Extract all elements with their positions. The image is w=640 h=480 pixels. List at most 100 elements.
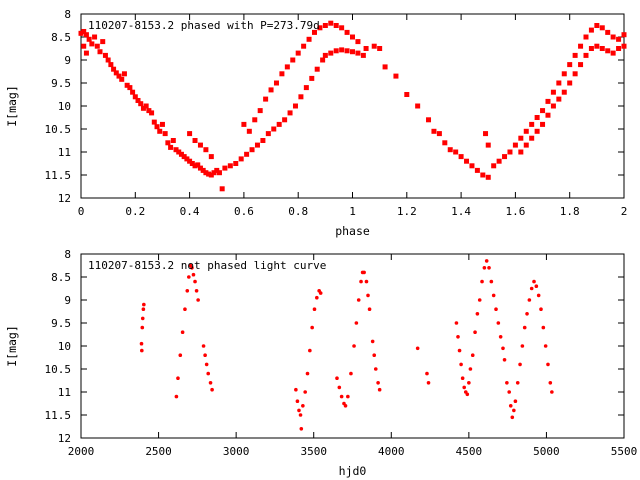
data-point: [525, 312, 529, 316]
data-point: [328, 20, 334, 26]
data-point: [113, 70, 119, 76]
data-point: [468, 367, 473, 371]
data-point: [594, 23, 600, 28]
data-point: [83, 50, 89, 56]
data-point: [482, 266, 487, 270]
data-point: [238, 156, 244, 162]
data-point: [311, 29, 317, 35]
data-point: [185, 289, 190, 293]
data-point: [168, 144, 174, 150]
data-point: [295, 399, 300, 404]
x-tick-label: 3500: [300, 445, 327, 458]
data-point: [303, 390, 307, 394]
data-point: [187, 275, 191, 279]
data-point: [508, 404, 513, 408]
data-point: [545, 98, 551, 104]
data-point: [529, 135, 535, 141]
data-point: [610, 34, 616, 40]
data-point: [605, 48, 611, 54]
data-point: [483, 131, 489, 137]
data-point: [485, 142, 491, 148]
data-point: [173, 147, 179, 153]
data-point: [333, 48, 339, 54]
data-point: [616, 36, 622, 42]
data-point: [130, 89, 136, 95]
data-point: [540, 108, 546, 114]
data-point: [273, 80, 279, 86]
data-point: [154, 124, 160, 130]
data-point: [550, 390, 554, 394]
data-point: [201, 344, 206, 348]
data-point: [350, 49, 355, 55]
data-point: [200, 167, 206, 173]
data-point: [373, 367, 378, 371]
data-point: [498, 335, 503, 339]
data-point: [426, 117, 432, 123]
data-point: [254, 142, 260, 148]
x-tick-label: 4500: [456, 445, 483, 458]
data-point: [310, 325, 314, 330]
data-point: [350, 34, 355, 40]
data-point: [290, 57, 296, 63]
data-point: [141, 307, 146, 312]
data-point: [550, 89, 556, 95]
data-point: [578, 62, 584, 68]
data-point: [362, 270, 366, 275]
data-point: [206, 371, 211, 376]
data-point: [320, 57, 326, 63]
unphased-light-curve-panel: 2000 2500 3000 3500 4000 4500 5000 5500 8 8.5 9 9.5…: [5, 248, 637, 478]
data-point: [548, 381, 553, 385]
data-point: [578, 43, 584, 49]
data-point: [227, 163, 233, 169]
data-point: [135, 97, 141, 103]
data-point: [583, 52, 589, 58]
data-point: [192, 138, 198, 143]
data-point: [545, 112, 551, 118]
data-point: [159, 121, 165, 127]
data-point: [257, 108, 263, 114]
data-point: [335, 376, 339, 381]
data-point: [371, 43, 377, 49]
data-point: [458, 154, 464, 160]
data-point: [534, 115, 540, 120]
data-point: [287, 110, 293, 116]
data-point: [456, 335, 460, 339]
data-point: [208, 381, 213, 385]
y-tick-label: 12: [58, 432, 71, 445]
data-point: [195, 162, 201, 168]
data-point: [393, 73, 399, 79]
data-point: [459, 362, 463, 367]
data-point: [359, 279, 363, 284]
data-point: [138, 101, 144, 107]
data-point: [360, 52, 366, 58]
data-point: [146, 108, 152, 114]
data-point: [372, 353, 377, 358]
data-point: [178, 151, 184, 157]
data-point: [192, 163, 198, 169]
data-point: [337, 385, 342, 390]
data-point: [518, 149, 524, 155]
data-point: [149, 110, 155, 116]
data-point: [249, 147, 255, 153]
data-point: [356, 298, 361, 302]
data-point: [474, 167, 480, 173]
data-point: [157, 128, 163, 134]
y-tick-label: 12: [58, 192, 71, 205]
x-tick-label: 5500: [611, 445, 638, 458]
data-point: [377, 46, 383, 51]
data-point: [489, 279, 494, 284]
data-point: [485, 174, 491, 180]
data-point: [86, 36, 92, 42]
data-point: [119, 76, 125, 82]
data-point: [572, 71, 578, 77]
x-axis-label: hjd0: [339, 464, 367, 478]
data-point: [92, 34, 98, 40]
x-tick-label: 1.6: [505, 205, 525, 218]
data-point: [204, 362, 209, 367]
data-point: [301, 43, 307, 49]
data-point: [306, 36, 312, 42]
y-axis-label: I[mag]: [5, 85, 19, 127]
data-point: [294, 387, 298, 392]
data-point: [197, 165, 203, 171]
data-point: [529, 121, 535, 127]
